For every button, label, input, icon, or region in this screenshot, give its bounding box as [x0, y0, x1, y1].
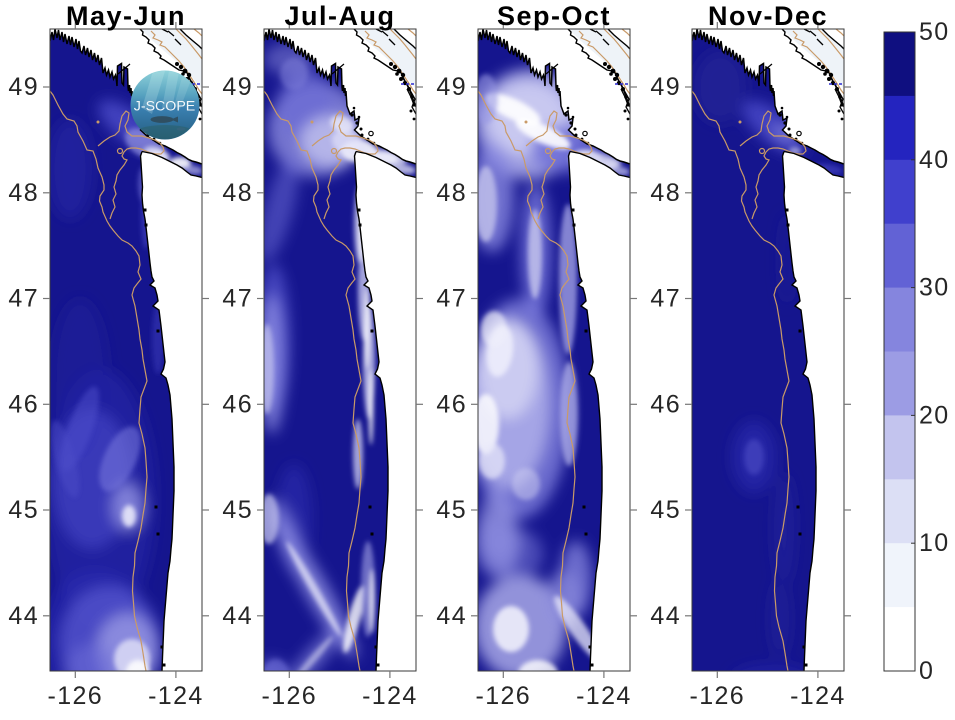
svg-text:48: 48 [650, 179, 681, 207]
svg-text:48: 48 [222, 179, 253, 207]
svg-text:44: 44 [222, 602, 253, 630]
svg-text:49: 49 [222, 73, 253, 101]
svg-text:47: 47 [8, 285, 39, 313]
svg-text:46: 46 [436, 390, 467, 418]
svg-text:44: 44 [436, 602, 467, 630]
svg-text:45: 45 [222, 496, 253, 524]
svg-text:J-SCOPE: J-SCOPE [134, 99, 196, 115]
svg-text:30: 30 [919, 274, 950, 302]
svg-text:49: 49 [8, 73, 39, 101]
svg-text:40: 40 [919, 146, 950, 174]
svg-text:44: 44 [8, 602, 39, 630]
svg-text:45: 45 [650, 496, 681, 524]
svg-text:48: 48 [8, 179, 39, 207]
svg-text:46: 46 [222, 390, 253, 418]
svg-text:-124: -124 [148, 682, 204, 710]
svg-text:-124: -124 [362, 682, 418, 710]
svg-text:-126: -126 [261, 682, 317, 710]
svg-text:46: 46 [8, 390, 39, 418]
svg-text:-124: -124 [576, 682, 632, 710]
svg-text:10: 10 [919, 529, 950, 557]
svg-text:-126: -126 [689, 682, 745, 710]
svg-text:-124: -124 [790, 682, 846, 710]
svg-text:44: 44 [650, 602, 681, 630]
svg-text:47: 47 [436, 285, 467, 313]
svg-text:50: 50 [919, 18, 950, 46]
svg-text:20: 20 [919, 401, 950, 429]
svg-text:Nov-Dec: Nov-Dec [708, 1, 828, 31]
svg-text:May-Jun: May-Jun [66, 1, 186, 31]
svg-text:48: 48 [436, 179, 467, 207]
svg-text:47: 47 [222, 285, 253, 313]
svg-text:Sep-Oct: Sep-Oct [497, 1, 611, 31]
svg-text:45: 45 [8, 496, 39, 524]
svg-text:45: 45 [436, 496, 467, 524]
svg-text:49: 49 [650, 73, 681, 101]
svg-text:-126: -126 [47, 682, 103, 710]
svg-text:47: 47 [650, 285, 681, 313]
svg-text:46: 46 [650, 390, 681, 418]
svg-text:49: 49 [436, 73, 467, 101]
svg-text:Jul-Aug: Jul-Aug [285, 1, 396, 31]
svg-text:0: 0 [919, 657, 934, 685]
svg-text:-126: -126 [475, 682, 531, 710]
